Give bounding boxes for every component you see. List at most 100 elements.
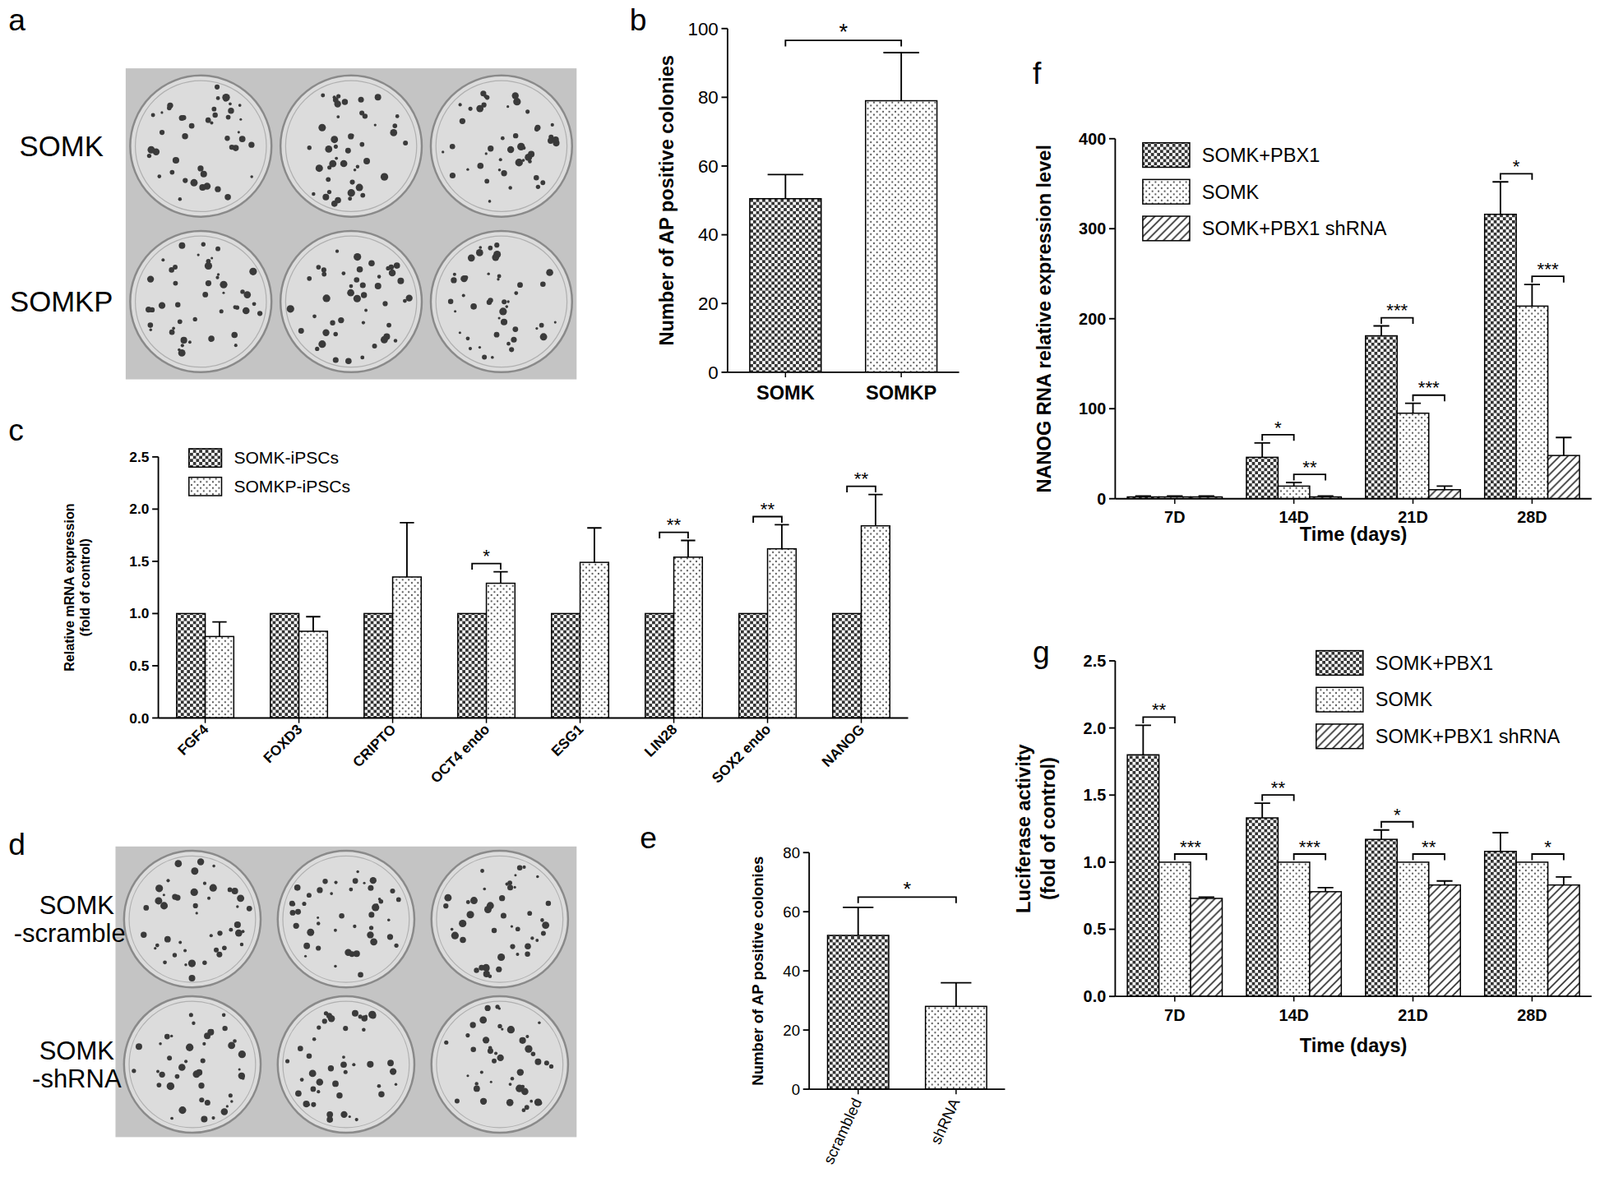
error-bar	[842, 907, 874, 936]
y-tick	[152, 560, 158, 563]
colony	[520, 1085, 525, 1090]
colony	[329, 320, 335, 326]
colony	[443, 894, 452, 902]
colony	[182, 177, 188, 183]
colony	[488, 245, 494, 251]
colony	[386, 323, 392, 329]
colony	[189, 123, 195, 130]
colony	[157, 1082, 162, 1088]
colony	[151, 113, 156, 118]
colony	[215, 246, 221, 252]
plot-area	[749, 52, 938, 373]
colony	[485, 95, 491, 101]
colony	[166, 1082, 175, 1091]
colony	[372, 343, 378, 349]
colony	[367, 885, 374, 892]
colony	[200, 171, 208, 178]
colony	[143, 905, 149, 911]
colony	[306, 1053, 313, 1059]
dish-rim	[135, 235, 267, 367]
colony	[374, 93, 382, 101]
colony	[497, 953, 505, 962]
figure: aSOMKSOMKPdSOMK-scrambledSOMK-shRNAb0204…	[0, 0, 1600, 1182]
colony	[358, 97, 365, 103]
colony	[246, 906, 253, 912]
colony	[496, 277, 500, 281]
colony	[326, 1012, 333, 1019]
legend-swatch	[1316, 724, 1364, 750]
colony	[395, 114, 400, 119]
colony	[396, 897, 402, 903]
x-axis	[809, 1088, 1005, 1091]
colony	[393, 338, 398, 343]
x-tick	[1174, 499, 1175, 505]
colony	[488, 199, 492, 204]
y-tick	[803, 851, 810, 854]
colony	[185, 1044, 194, 1052]
colony	[517, 282, 523, 288]
error-bar	[1166, 495, 1183, 497]
plot-area	[1127, 181, 1580, 499]
colony	[217, 930, 222, 936]
colony	[149, 328, 153, 332]
colony	[248, 141, 255, 148]
x-tick	[673, 717, 675, 723]
legend-swatch	[1142, 216, 1190, 241]
legend-label: SOMK+PBX1	[1202, 144, 1320, 167]
colony	[524, 951, 530, 957]
colony	[164, 1034, 171, 1041]
category-label: shRNA	[926, 1095, 963, 1147]
x-tick	[485, 717, 487, 723]
error-bar	[305, 616, 320, 632]
colony	[178, 242, 185, 250]
colony	[213, 947, 219, 953]
x-tick	[298, 717, 300, 723]
colony	[166, 102, 173, 109]
y-tick-label: 1.0	[129, 605, 149, 622]
x-tick	[1412, 996, 1414, 1002]
colony	[488, 1045, 493, 1050]
colony	[304, 955, 307, 958]
colony	[480, 1098, 487, 1106]
colony	[316, 264, 322, 270]
colony	[289, 901, 296, 907]
colony	[328, 160, 337, 168]
colony	[333, 880, 338, 884]
colony	[291, 902, 296, 907]
dish	[277, 996, 415, 1133]
plot-area	[176, 494, 890, 719]
x-tick	[1293, 499, 1295, 505]
colony	[513, 886, 517, 889]
y-tick	[803, 1029, 810, 1032]
colony	[131, 1068, 136, 1073]
colony	[482, 887, 486, 892]
colony	[172, 952, 177, 958]
colony	[203, 882, 207, 886]
colony	[490, 1081, 493, 1084]
y-tick-label: 0.5	[129, 657, 149, 675]
x-tick	[767, 717, 768, 723]
colony	[168, 267, 175, 273]
bar	[176, 613, 206, 718]
x-tick	[900, 372, 902, 378]
colony	[221, 1026, 227, 1032]
colony	[238, 1050, 246, 1059]
y-axis-label: (fold of control)	[77, 538, 93, 637]
y-tick	[1109, 861, 1115, 864]
colony	[458, 102, 463, 107]
legend-label: SOMK	[1375, 689, 1434, 711]
significance-label: ***	[1418, 377, 1440, 398]
colony	[345, 147, 352, 154]
colony	[362, 113, 368, 119]
y-tick	[152, 456, 158, 458]
y-tick	[1109, 995, 1115, 998]
dish-rim	[435, 80, 567, 212]
bar	[1428, 885, 1461, 998]
photo-row-label: SOMK	[39, 1036, 116, 1066]
significance-label: *	[1512, 156, 1521, 177]
colony	[358, 1014, 363, 1019]
error-bar	[1254, 443, 1271, 458]
colony	[497, 1024, 502, 1029]
colony	[205, 117, 212, 124]
significance-label: ***	[1386, 300, 1408, 321]
